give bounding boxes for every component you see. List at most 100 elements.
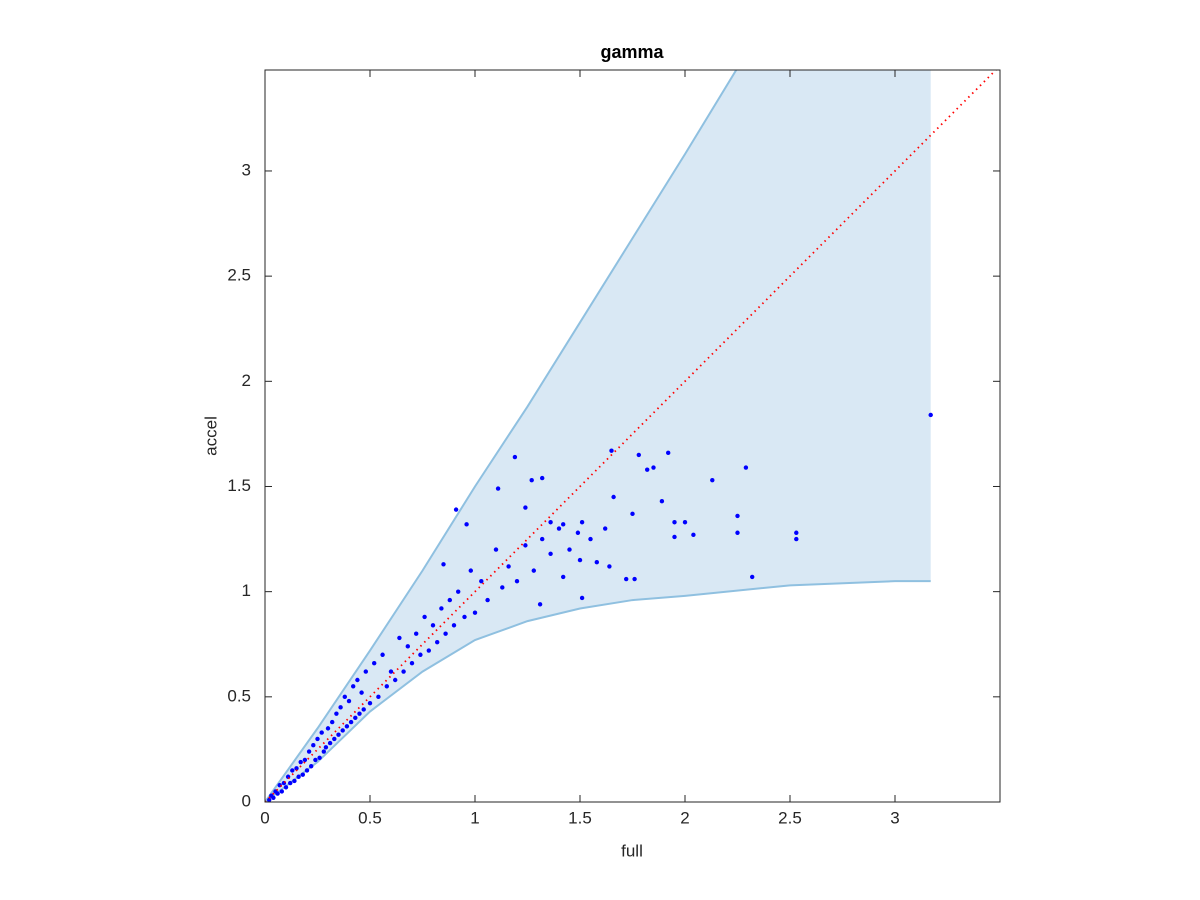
scatter-point (300, 772, 305, 777)
scatter-point (456, 589, 461, 594)
scatter-point (537, 602, 543, 607)
scatter-point (479, 578, 484, 584)
scatter-point (567, 547, 572, 552)
scatter-point (529, 477, 534, 483)
scatter-point (340, 728, 345, 733)
scatter-point (327, 740, 333, 746)
scatter-point (296, 774, 301, 779)
y-axis-label: accel (201, 416, 220, 456)
axes-box (264, 69, 1001, 803)
scatter-point (611, 494, 616, 500)
scatter-point (666, 450, 671, 456)
scatter-point (672, 520, 677, 525)
scatter-point (332, 736, 337, 742)
scatter-point (338, 705, 343, 710)
scatter-point (309, 764, 314, 769)
x-tick-label: 1 (470, 808, 479, 827)
y-tick-label: 1.5 (227, 476, 251, 495)
scatter-point (453, 507, 459, 512)
scatter-point (928, 412, 933, 418)
scatter-point (630, 511, 635, 517)
x-tick-label: 3 (890, 808, 899, 827)
scatter-point (306, 749, 312, 754)
scatter-point (393, 677, 398, 683)
scatter-point (288, 780, 293, 786)
scatter-point (750, 574, 755, 580)
scatter-point (292, 778, 297, 784)
scatter-point (523, 505, 528, 510)
scatter-point (388, 669, 394, 674)
scatter-point (435, 639, 440, 645)
y-tick-label: 2.5 (227, 266, 251, 285)
scatter-point (315, 736, 320, 742)
scatter-point (275, 791, 280, 796)
scatter-point (645, 467, 650, 472)
scatter-point (422, 614, 427, 620)
scatter-point (418, 652, 423, 657)
scatter-point (355, 677, 360, 683)
scatter-point (325, 726, 331, 731)
scatter-point (588, 536, 593, 542)
scatter-point (794, 536, 799, 542)
scatter-point (279, 789, 284, 794)
scatter-point (414, 631, 419, 636)
scatter-point (651, 465, 656, 470)
scatter-point (575, 530, 581, 535)
scatter-point (743, 465, 749, 470)
scatter-point (334, 711, 339, 716)
scatter-point (321, 749, 326, 754)
scatter-point (319, 730, 324, 735)
scatter-point (594, 560, 599, 565)
y-tick-label: 0.5 (227, 686, 251, 705)
x-tick-label: 1.5 (568, 808, 592, 827)
scatter-point (430, 623, 436, 628)
scatter-point (294, 766, 299, 771)
scatter-point (357, 711, 362, 716)
scatter-point (579, 595, 585, 601)
scatter-point (290, 768, 295, 773)
scatter-point (443, 631, 448, 636)
scatter-point (735, 530, 740, 535)
scatter-point (682, 520, 688, 525)
scatter-point (540, 475, 545, 481)
scatter-point (336, 732, 341, 737)
plot-area (265, 70, 998, 802)
scatter-point (485, 597, 490, 603)
scatter-point (344, 724, 350, 729)
scatter-point (672, 534, 677, 540)
scatter-point (330, 719, 335, 725)
scatter-point (561, 522, 566, 527)
x-tick-label: 2 (680, 808, 689, 827)
scatter-point (304, 768, 310, 773)
scatter-point (283, 785, 289, 790)
scatter-point (659, 499, 665, 504)
y-tick-label: 3 (242, 160, 251, 179)
scatter-point (514, 578, 520, 584)
scatter-point (348, 719, 354, 725)
band-upper-edge (265, 70, 738, 802)
scatter-point (302, 757, 308, 763)
scatter-point (636, 452, 641, 458)
scatter-point (691, 532, 696, 538)
scatter-point (361, 707, 366, 712)
scatter-point (298, 759, 303, 765)
scatter-point (561, 574, 566, 580)
y-tick-label: 1 (242, 581, 251, 600)
scatter-point (579, 520, 585, 525)
scatter-point (506, 564, 511, 569)
scatter-point (409, 660, 415, 666)
scatter-point (351, 684, 356, 689)
scatter-point (462, 614, 467, 620)
scatter-point (512, 454, 518, 460)
scatter-point (464, 522, 469, 527)
scatter-point (531, 568, 536, 573)
scatter-point (380, 652, 385, 657)
x-tick-label: 0 (260, 808, 269, 827)
scatter-point (447, 597, 452, 603)
scatter-point (540, 536, 545, 542)
scatter-point (495, 486, 501, 491)
scatter-point (346, 698, 352, 704)
scatter-point (451, 623, 457, 628)
band-area (265, 70, 931, 802)
scatter-point (426, 648, 431, 653)
